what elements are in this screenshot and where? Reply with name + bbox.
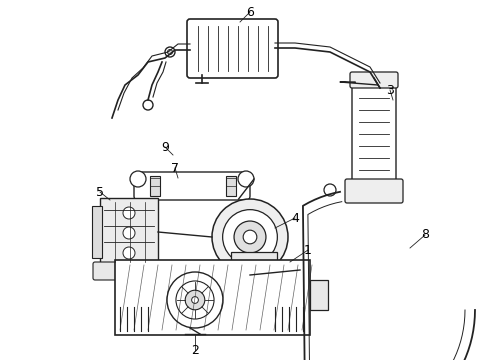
Circle shape xyxy=(130,171,146,187)
FancyBboxPatch shape xyxy=(350,72,398,88)
Text: 8: 8 xyxy=(421,229,429,242)
Bar xyxy=(150,176,160,196)
Bar xyxy=(115,260,310,335)
Circle shape xyxy=(123,227,135,239)
Bar xyxy=(310,280,328,310)
Bar xyxy=(100,198,158,266)
Circle shape xyxy=(192,297,198,303)
FancyBboxPatch shape xyxy=(352,85,396,186)
FancyBboxPatch shape xyxy=(345,179,403,203)
Bar xyxy=(92,206,102,258)
Text: 9: 9 xyxy=(161,140,169,153)
Circle shape xyxy=(123,247,135,259)
Circle shape xyxy=(212,199,288,275)
Bar xyxy=(226,176,236,196)
Text: 1: 1 xyxy=(304,243,312,256)
Circle shape xyxy=(238,171,254,187)
Circle shape xyxy=(176,281,214,319)
Circle shape xyxy=(167,272,223,328)
Text: 5: 5 xyxy=(96,185,104,198)
Text: 3: 3 xyxy=(386,84,394,96)
Circle shape xyxy=(222,210,277,264)
Circle shape xyxy=(168,50,172,54)
Circle shape xyxy=(165,47,175,57)
Bar xyxy=(231,252,276,287)
Text: 4: 4 xyxy=(291,212,299,225)
Text: 2: 2 xyxy=(191,343,199,356)
Circle shape xyxy=(324,184,336,196)
Circle shape xyxy=(143,100,153,110)
Text: 7: 7 xyxy=(171,162,179,175)
Circle shape xyxy=(234,221,266,253)
Text: 6: 6 xyxy=(246,5,254,18)
Circle shape xyxy=(123,207,135,219)
FancyBboxPatch shape xyxy=(187,19,278,78)
Circle shape xyxy=(185,290,205,310)
FancyBboxPatch shape xyxy=(134,172,250,200)
FancyBboxPatch shape xyxy=(93,262,165,280)
Circle shape xyxy=(373,85,383,95)
Circle shape xyxy=(243,230,257,244)
